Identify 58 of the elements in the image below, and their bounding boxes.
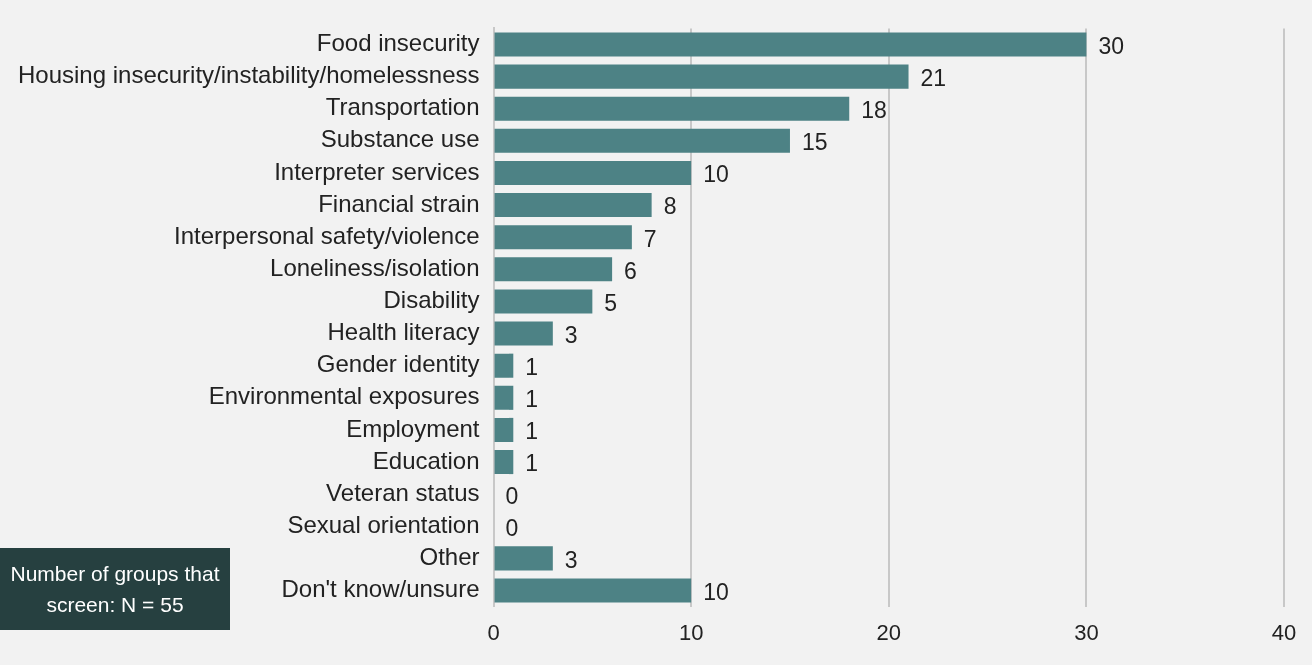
data-label: 6 (624, 257, 637, 284)
bar (494, 289, 593, 314)
x-tick-label: 40 (1271, 619, 1297, 645)
y-tick-label: Health literacy (327, 318, 480, 346)
bar (494, 96, 850, 121)
bar (494, 321, 553, 346)
y-tick-label: Employment (346, 414, 480, 442)
y-tick-label: Loneliness/isolation (270, 253, 480, 281)
bar (494, 128, 790, 153)
data-label: 0 (505, 482, 519, 509)
data-label: 15 (801, 129, 828, 156)
bar (494, 257, 613, 282)
data-label: 7 (643, 225, 657, 252)
data-label: 1 (525, 354, 539, 381)
y-tick-label: Financial strain (318, 189, 480, 217)
y-tick-label: Education (372, 446, 480, 474)
bar (494, 193, 652, 218)
bar (494, 64, 909, 89)
data-label: 10 (703, 578, 729, 605)
data-label: 1 (525, 418, 539, 445)
y-tick-label: Food insecurity (316, 29, 480, 57)
bar (494, 225, 632, 250)
data-label: 3 (564, 546, 578, 573)
data-label: 18 (861, 97, 887, 124)
bar (494, 160, 692, 185)
y-tick-label: Gender identity (316, 350, 480, 378)
data-label: 5 (604, 289, 618, 316)
y-tick-label: Environmental exposures (208, 382, 480, 410)
y-tick-label: Other (419, 543, 480, 571)
y-tick-label: Substance use (320, 125, 480, 153)
data-label: 1 (525, 450, 539, 477)
y-tick-label: Sexual orientation (287, 510, 480, 538)
y-tick-label: Veteran status (326, 478, 480, 506)
y-tick-label: Disability (383, 286, 480, 314)
y-tick-label: Housing insecurity/instability/homelessness (18, 61, 480, 89)
x-tick-label: 20 (876, 619, 902, 645)
x-tick-label: 0 (487, 619, 500, 645)
x-tick-label: 30 (1074, 619, 1099, 645)
bar (494, 353, 514, 378)
bar (494, 385, 514, 410)
y-tick-label: Don't know/unsure (281, 575, 480, 603)
y-tick-label: Interpersonal safety/violence (174, 221, 480, 249)
data-label: 3 (564, 321, 578, 348)
text: Number of groups that screen: N = 55 (0, 548, 230, 630)
bar (494, 32, 1087, 57)
data-label: 0 (505, 514, 519, 541)
y-tick-label: Transportation (325, 93, 480, 121)
bar (494, 578, 692, 603)
bar (494, 546, 553, 571)
data-label: 8 (663, 193, 677, 220)
y-tick-label: Interpreter services (274, 157, 480, 185)
x-tick-label: 10 (678, 619, 704, 645)
data-label: 30 (1098, 32, 1124, 59)
data-label: 10 (703, 161, 729, 188)
data-label: 1 (525, 386, 539, 413)
bar (494, 450, 514, 475)
bar (494, 417, 514, 442)
data-label: 21 (920, 64, 947, 91)
